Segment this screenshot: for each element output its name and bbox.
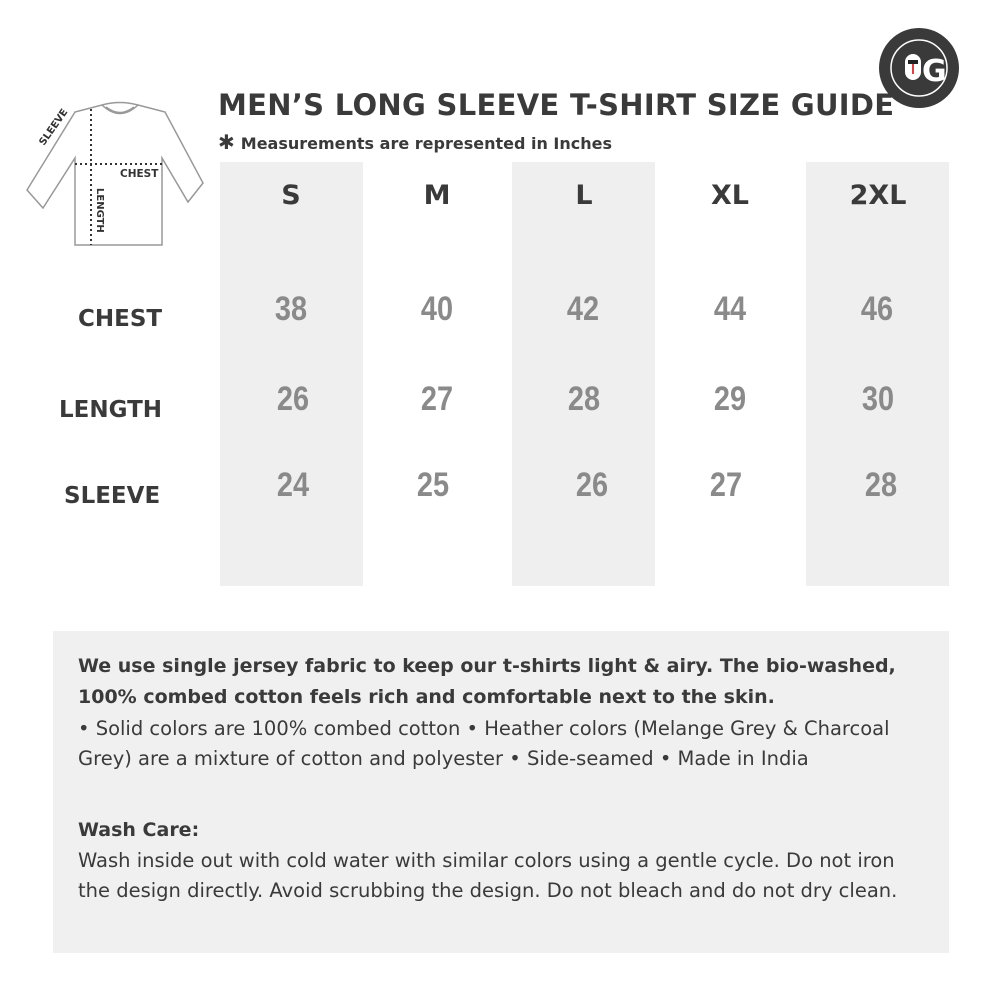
wash-care-text: Wash inside out with cold water with sim… (78, 849, 898, 902)
diagram-length-label: LENGTH (94, 188, 105, 233)
chest-m: 40 (420, 290, 454, 328)
subtitle: ✱ Measurements are represented in Inches (218, 130, 613, 154)
sleeve-2xl: 28 (864, 466, 898, 504)
length-m: 27 (420, 380, 454, 418)
wash-care-title: Wash Care: (78, 819, 200, 841)
asterisk-icon: ✱ (218, 130, 235, 154)
column-band-s (220, 162, 363, 586)
svg-text:G: G (922, 54, 947, 89)
length-xl: 29 (713, 380, 747, 418)
chest-s: 38 (274, 290, 308, 328)
size-header-2xl: 2XL (849, 180, 907, 211)
sleeve-l: 26 (575, 466, 609, 504)
size-header-xl: XL (710, 180, 750, 211)
size-header-s: S (281, 180, 301, 211)
sleeve-s: 24 (276, 466, 310, 504)
chest-l: 42 (566, 290, 600, 328)
page-title: MEN’S LONG SLEEVE T-SHIRT SIZE GUIDE (218, 88, 895, 122)
size-header-l: L (575, 180, 593, 211)
size-header-m: M (423, 180, 451, 211)
sleeve-xl: 27 (709, 466, 743, 504)
tshirt-diagram-icon: SLEEVE CHEST LENGTH (26, 101, 204, 246)
length-s: 26 (276, 380, 310, 418)
chest-2xl: 46 (860, 290, 894, 328)
column-band-2xl (806, 162, 949, 586)
diagram-chest-label: CHEST (120, 168, 159, 180)
chest-xl: 44 (713, 290, 747, 328)
length-2xl: 30 (861, 380, 895, 418)
row-label-length: LENGTH (59, 397, 163, 423)
row-label-sleeve: SLEEVE (64, 483, 161, 509)
fabric-bullets: • Solid colors are 100% combed cotton • … (78, 717, 890, 770)
original-gangster-logo: G (879, 28, 959, 108)
sleeve-m: 25 (416, 466, 450, 504)
column-band-l (512, 162, 655, 586)
length-l: 28 (567, 380, 601, 418)
fabric-info-box: We use single jersey fabric to keep our … (53, 631, 949, 953)
fabric-intro: We use single jersey fabric to keep our … (78, 655, 896, 708)
row-label-chest: CHEST (78, 306, 163, 332)
